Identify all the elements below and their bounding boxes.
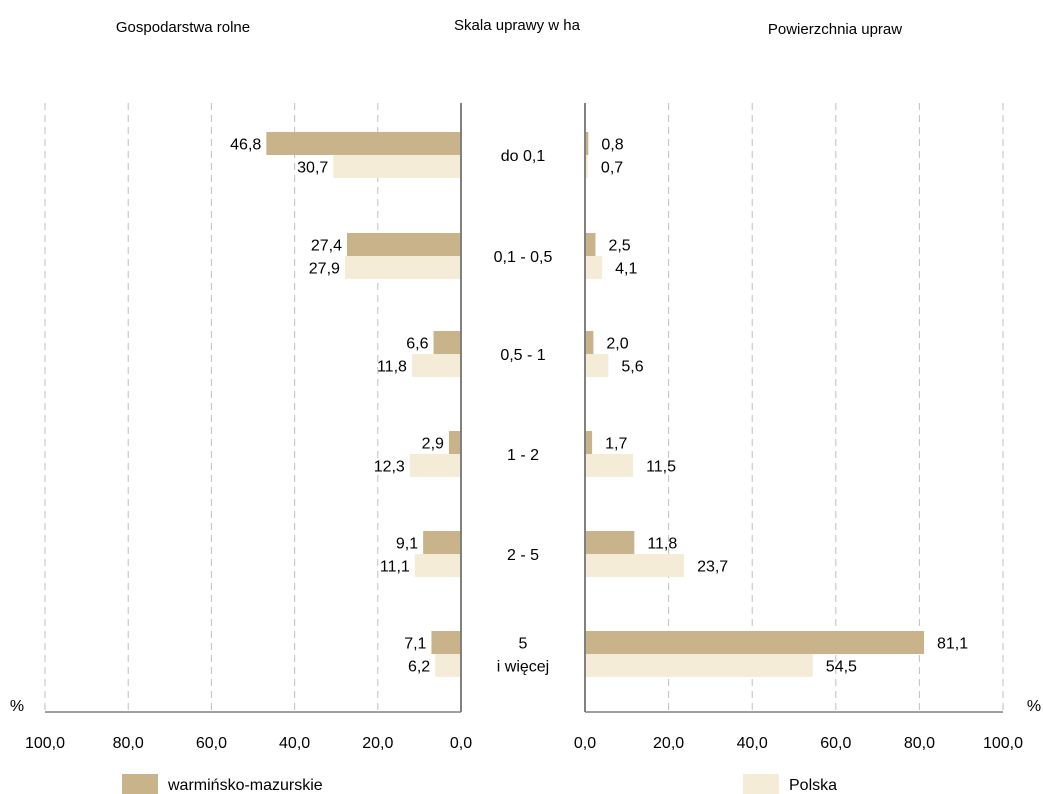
tick-label-right-1: 20,0: [653, 735, 684, 752]
category-labels: do 0,1 0,1 - 0,5 0,5 - 1 1 - 2 2 - 5 5 i więce…: [494, 148, 553, 676]
axes: % % 100,0 80,0 60,0 40,0 20,0 0,0 0,0 20,0 40,0 60,…: [10, 103, 1041, 752]
category-label-3: 1 - 2: [507, 447, 539, 464]
left-unit-label: %: [10, 698, 24, 715]
right-bars: 0,8 2,5 2,0 1,7 11,8 81,1 0,7 4,1 5,6 11,5 23,7 54,…: [585, 132, 968, 677]
category-label-2: 0,5 - 1: [500, 347, 545, 364]
category-label-0: do 0,1: [501, 148, 546, 165]
bar-right-series-0-row-4: [585, 531, 635, 554]
tick-label-left-5: 0,0: [450, 735, 472, 752]
bar-right-series-1-row-0: [585, 155, 588, 178]
value-label-right-series-1-row-1: 4,1: [615, 261, 637, 278]
value-label-right-series-1-row-3: 11,5: [646, 459, 676, 476]
bar-right-series-0-row-3: [585, 431, 593, 454]
bar-left-series-1-row-2: [411, 354, 461, 377]
category-label-5-line-1: i więcej: [497, 659, 549, 676]
bar-left-series-0-row-4: [423, 531, 461, 554]
tick-label-left-4: 20,0: [362, 735, 393, 752]
value-label-left-series-1-row-5: 6,2: [408, 659, 430, 676]
bar-left-series-0-row-2: [433, 331, 461, 354]
value-label-right-series-1-row-5: 54,5: [826, 659, 857, 676]
tick-label-left-0: 100,0: [25, 735, 65, 752]
legend-label-series-0: warmińsko-mazurskie: [167, 777, 323, 794]
right-panel-title: Powierzchnia upraw: [768, 21, 902, 38]
value-label-left-series-0-row-0: 46,8: [230, 137, 261, 154]
left-gridlines: [44, 103, 379, 712]
right-unit-label: %: [1027, 698, 1041, 715]
value-label-right-series-0-row-5: 81,1: [937, 636, 968, 653]
bar-left-series-1-row-4: [414, 554, 461, 577]
right-gridlines: [668, 103, 1004, 712]
value-label-left-series-1-row-3: 12,3: [374, 459, 405, 476]
bar-left-series-0-row-0: [266, 132, 461, 155]
value-label-right-series-0-row-4: 11,8: [647, 536, 677, 553]
bar-left-series-0-row-5: [431, 631, 461, 654]
center-title: Skala uprawy w ha: [454, 17, 581, 34]
category-label-4: 2 - 5: [507, 547, 539, 564]
tick-label-left-2: 60,0: [196, 735, 227, 752]
left-panel-title: Gospodarstwa rolne: [116, 19, 250, 36]
value-label-left-series-0-row-1: 27,4: [311, 238, 342, 255]
value-label-left-series-1-row-2: 11,8: [377, 359, 407, 376]
bar-left-series-0-row-3: [448, 431, 461, 454]
value-label-left-series-0-row-3: 2,9: [422, 436, 444, 453]
bar-right-series-0-row-2: [585, 331, 594, 354]
value-label-right-series-1-row-2: 5,6: [621, 359, 643, 376]
value-label-right-series-1-row-0: 0,7: [601, 160, 623, 177]
value-label-right-series-1-row-4: 23,7: [697, 559, 728, 576]
bar-left-series-0-row-1: [347, 233, 461, 256]
bar-right-series-0-row-0: [585, 132, 589, 155]
legend-swatch-series-1: [743, 774, 779, 794]
bar-right-series-1-row-3: [585, 454, 634, 477]
bar-left-series-1-row-0: [333, 155, 461, 178]
value-label-left-series-1-row-0: 30,7: [297, 160, 328, 177]
tick-label-left-1: 80,0: [113, 735, 144, 752]
left-bars: 46,8 27,4 6,6 2,9 9,1 7,1 30,7 27,9 11,8 12,3 11,1…: [230, 132, 461, 677]
bar-right-series-0-row-1: [585, 233, 596, 256]
bar-right-series-1-row-5: [585, 654, 813, 677]
value-label-right-series-0-row-0: 0,8: [601, 137, 623, 154]
tick-label-right-3: 60,0: [820, 735, 851, 752]
legend-swatch-series-0: [122, 774, 158, 794]
tick-label-right-5: 100,0: [983, 735, 1023, 752]
value-label-left-series-1-row-4: 11,1: [380, 559, 410, 576]
tick-label-left-3: 40,0: [279, 735, 310, 752]
value-label-right-series-0-row-1: 2,5: [608, 238, 630, 255]
legend-label-series-1: Polska: [789, 777, 837, 794]
category-label-5-line-0: 5: [519, 636, 528, 653]
value-label-left-series-0-row-2: 6,6: [406, 336, 428, 353]
value-label-left-series-0-row-5: 7,1: [404, 636, 426, 653]
tick-label-right-4: 80,0: [904, 735, 935, 752]
tick-label-right-0: 0,0: [574, 735, 596, 752]
bar-right-series-1-row-2: [585, 354, 609, 377]
legend: warmińsko-mazurskie Polska: [122, 774, 837, 794]
value-label-right-series-0-row-3: 1,7: [605, 436, 627, 453]
bar-left-series-1-row-5: [435, 654, 461, 677]
bar-right-series-0-row-5: [585, 631, 924, 654]
bar-left-series-1-row-3: [409, 454, 461, 477]
bar-left-series-1-row-1: [344, 256, 461, 279]
value-label-right-series-0-row-2: 2,0: [606, 336, 628, 353]
category-label-1: 0,1 - 0,5: [494, 249, 553, 266]
tick-label-right-2: 40,0: [737, 735, 768, 752]
value-label-left-series-0-row-4: 9,1: [396, 536, 418, 553]
bar-right-series-1-row-1: [585, 256, 603, 279]
bar-right-series-1-row-4: [585, 554, 685, 577]
value-label-left-series-1-row-1: 27,9: [309, 261, 340, 278]
